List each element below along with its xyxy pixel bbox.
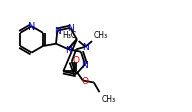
Text: N: N <box>65 45 71 54</box>
Text: O: O <box>81 76 88 85</box>
Text: N: N <box>28 22 35 32</box>
Text: CH₃: CH₃ <box>94 31 108 40</box>
Text: O: O <box>73 55 80 64</box>
Text: H₃C: H₃C <box>63 31 77 40</box>
Text: N: N <box>82 43 89 52</box>
Text: N: N <box>67 24 74 33</box>
Text: N: N <box>54 27 61 36</box>
Text: N: N <box>82 60 88 69</box>
Text: CH₃: CH₃ <box>101 94 116 103</box>
